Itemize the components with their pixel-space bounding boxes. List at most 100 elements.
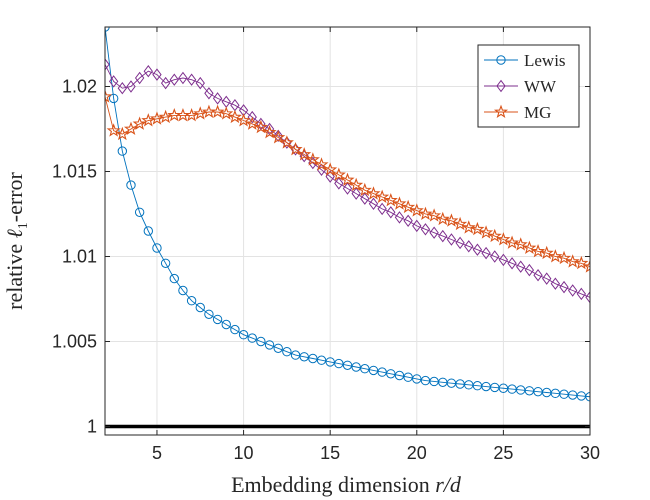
data-point-ww	[360, 192, 370, 205]
data-point-mg	[435, 211, 450, 226]
data-point-mg	[271, 130, 286, 144]
x-tick-label: 10	[234, 443, 254, 463]
data-point-lewis	[117, 146, 128, 156]
data-point-lewis	[290, 350, 301, 360]
data-point-mg	[227, 109, 242, 124]
data-point-mg	[539, 245, 554, 260]
data-point-ww	[186, 73, 197, 86]
data-point-lewis	[134, 207, 145, 218]
data-point-ww	[481, 246, 491, 260]
data-point-mg	[314, 157, 329, 171]
data-point-lewis	[403, 372, 413, 382]
y-tick-label: 1.01	[62, 247, 97, 267]
x-axis-label: Embedding dimension r/d	[231, 472, 462, 497]
series-mg	[105, 89, 590, 273]
data-point-mg	[366, 186, 381, 200]
data-point-lewis	[308, 353, 318, 364]
data-point-mg	[479, 225, 494, 239]
data-point-ww	[533, 268, 543, 282]
data-point-mg	[418, 206, 433, 220]
plot-frame	[104, 26, 591, 436]
data-point-mg	[392, 196, 407, 210]
data-point-ww	[143, 64, 153, 78]
data-point-mg	[487, 228, 502, 243]
data-point-mg	[505, 235, 520, 249]
data-point-lewis	[238, 330, 249, 340]
data-point-mg	[401, 199, 416, 214]
data-point-ww	[105, 58, 110, 71]
data-point-lewis	[247, 333, 257, 343]
data-point-mg	[115, 126, 130, 141]
data-point-mg	[582, 259, 590, 273]
data-point-mg	[105, 89, 113, 103]
data-point-mg	[496, 232, 511, 246]
data-point-mg	[253, 119, 268, 134]
data-point-ww	[178, 71, 188, 85]
data-point-mg	[279, 135, 294, 149]
tick-labels: 5 10 15 20 25 30 1 1.005 1.01 1.015 1.02	[52, 77, 600, 464]
data-point-ww	[559, 280, 569, 294]
data-point-lewis	[377, 367, 387, 377]
data-point-mg	[331, 167, 346, 181]
data-point-lewis	[351, 362, 361, 372]
data-point-lewis	[160, 258, 171, 268]
x-tick-label: 20	[407, 443, 427, 463]
data-point-mg	[453, 216, 468, 231]
legend-label-lewis: Lewis	[524, 51, 566, 70]
data-point-ww	[342, 182, 353, 195]
data-point-ww	[490, 250, 500, 263]
data-point-mg	[219, 106, 234, 120]
data-point-ww	[498, 253, 509, 267]
data-point-ww	[368, 197, 379, 211]
data-point-ww	[516, 260, 526, 273]
data-point-mg	[184, 107, 199, 122]
data-point-ww	[247, 110, 257, 124]
data-point-lewis	[368, 365, 379, 376]
data-point-ww	[351, 187, 361, 200]
data-point-lewis	[186, 296, 197, 306]
legend-marker-lewis	[496, 55, 506, 65]
data-point-ww	[394, 211, 405, 224]
data-point-ww	[464, 240, 474, 253]
data-point-ww	[472, 243, 483, 256]
data-point-ww	[550, 277, 561, 290]
data-point-mg	[383, 192, 398, 207]
data-point-lewis	[264, 340, 275, 350]
data-point-ww	[117, 81, 127, 95]
data-point-mg	[262, 124, 277, 139]
data-point-mg	[470, 221, 485, 236]
data-point-ww	[420, 223, 431, 236]
data-point-mg	[132, 116, 147, 130]
data-point-lewis	[204, 309, 214, 319]
data-point-ww	[446, 233, 457, 246]
data-point-ww	[152, 68, 162, 81]
data-point-lewis	[342, 360, 353, 370]
data-point-ww	[524, 263, 535, 277]
data-point-lewis	[230, 324, 240, 335]
data-point-lewis	[143, 226, 154, 236]
data-point-lewis	[152, 243, 162, 253]
data-point-lewis	[299, 352, 309, 362]
data-point-mg	[288, 141, 303, 156]
data-point-mg	[357, 182, 372, 197]
data-point-mg	[522, 240, 537, 254]
data-point-ww	[126, 80, 136, 93]
data-point-mg	[513, 237, 528, 251]
data-point-mg	[349, 177, 364, 192]
data-point-mg	[297, 147, 312, 161]
data-point-mg	[530, 243, 546, 258]
data-point-lewis	[360, 364, 370, 374]
data-point-mg	[305, 152, 320, 166]
data-point-lewis	[334, 358, 344, 369]
data-point-lewis	[386, 369, 396, 379]
data-point-mg	[556, 250, 572, 265]
data-point-ww	[507, 257, 517, 270]
data-point-mg	[158, 109, 173, 124]
data-point-mg	[123, 121, 139, 135]
data-point-mg	[461, 220, 476, 234]
data-point-mg	[149, 111, 165, 125]
data-point-ww	[334, 177, 344, 190]
data-point-mg	[548, 249, 563, 263]
series-ww	[105, 58, 590, 304]
